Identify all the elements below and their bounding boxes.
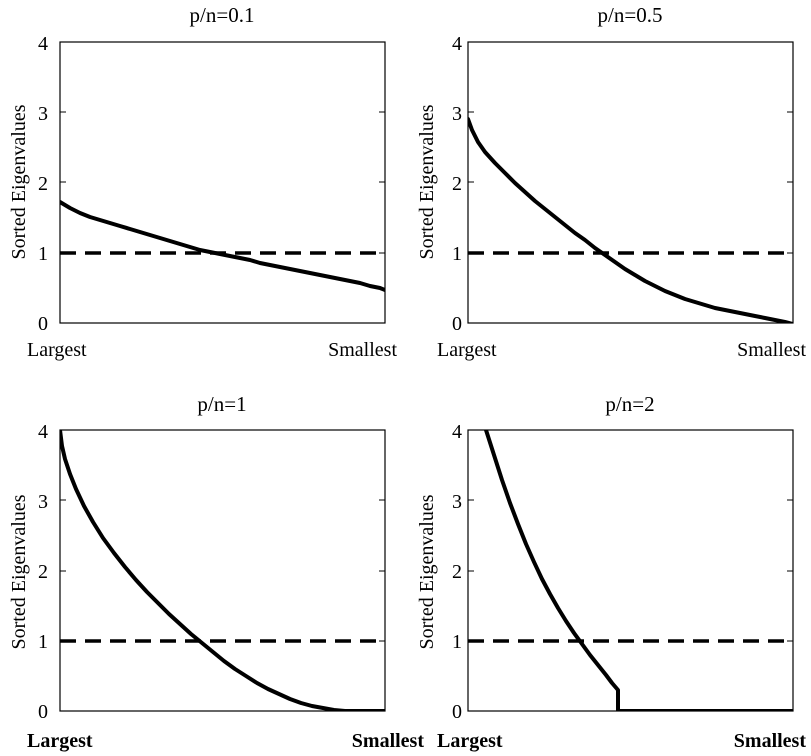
x-tick-label-smallest: Smallest: [328, 339, 397, 361]
y-tick-label: 4: [38, 33, 48, 55]
y-tick-label: 4: [38, 421, 48, 443]
eigenvalue-curve: [60, 200, 385, 292]
plot-frame: [59, 41, 386, 324]
plot-frame: [59, 429, 386, 712]
y-ticks: 0 1 2 3 4: [452, 421, 462, 723]
y-tick-label: 2: [38, 561, 48, 583]
x-tick-label-largest: Largest: [27, 339, 87, 361]
y-ticks: 0 1 2 3 4: [38, 33, 48, 335]
x-tick-label-largest: Largest: [27, 730, 93, 752]
y-ticks: 0 1 2 3 4: [38, 421, 48, 723]
y-tick-label: 2: [38, 173, 48, 195]
panel-title: p/n=1: [197, 392, 246, 416]
eigenvalue-curve: [468, 117, 793, 323]
y-tick-label: 1: [452, 631, 462, 653]
y-axis-label: Sorted Eigenvalues: [416, 494, 438, 649]
y-tick-label: 2: [452, 173, 462, 195]
x-tick-label-smallest: Smallest: [737, 339, 806, 361]
panel-title: p/n=2: [605, 392, 654, 416]
panel-title: p/n=0.1: [190, 3, 255, 27]
y-tick-label: 0: [38, 313, 48, 335]
eigenvalue-curve: [60, 430, 385, 711]
plot-frame: [467, 41, 794, 324]
y-tick-label: 3: [38, 103, 48, 125]
y-tick-label: 0: [452, 313, 462, 335]
y-tick-label: 4: [452, 33, 462, 55]
y-axis-label: Sorted Eigenvalues: [416, 104, 438, 259]
y-tick-label: 1: [38, 631, 48, 653]
y-axis-label: Sorted Eigenvalues: [8, 104, 30, 259]
panel-ratio-0-5: p/n=0.5 Sorted Eigenvalues 0 1 2 3 4 Lar…: [416, 3, 806, 361]
y-tick-label: 1: [452, 243, 462, 265]
y-tick-label: 0: [452, 701, 462, 723]
tick-marks: [60, 111, 385, 324]
tick-marks: [60, 499, 385, 642]
x-tick-label-smallest: Smallest: [352, 730, 425, 752]
x-tick-label-smallest: Smallest: [734, 730, 807, 752]
y-tick-label: 3: [38, 491, 48, 513]
x-tick-label-largest: Largest: [437, 339, 497, 361]
y-tick-label: 4: [452, 421, 462, 443]
panel-ratio-0-1: p/n=0.1 Sorted Eigenvalues 0 1 2 3 4 Lar…: [8, 3, 397, 361]
y-tick-label: 1: [38, 243, 48, 265]
y-tick-label: 3: [452, 103, 462, 125]
x-tick-label-largest: Largest: [437, 730, 503, 752]
y-tick-label: 0: [38, 701, 48, 723]
panel-title: p/n=0.5: [598, 3, 663, 27]
tick-marks: [468, 111, 793, 324]
panel-ratio-2: p/n=2 Sorted Eigenvalues 0 1 2 3 4 Large…: [416, 392, 806, 752]
eigenvalue-curve: [484, 430, 793, 711]
y-axis-label: Sorted Eigenvalues: [8, 494, 30, 649]
plot-frame: [467, 429, 794, 712]
panel-ratio-1: p/n=1 Sorted Eigenvalues 0 1 2 3 4 Large…: [8, 392, 424, 752]
y-tick-label: 3: [452, 491, 462, 513]
y-tick-label: 2: [452, 561, 462, 583]
y-ticks: 0 1 2 3 4: [452, 33, 462, 335]
